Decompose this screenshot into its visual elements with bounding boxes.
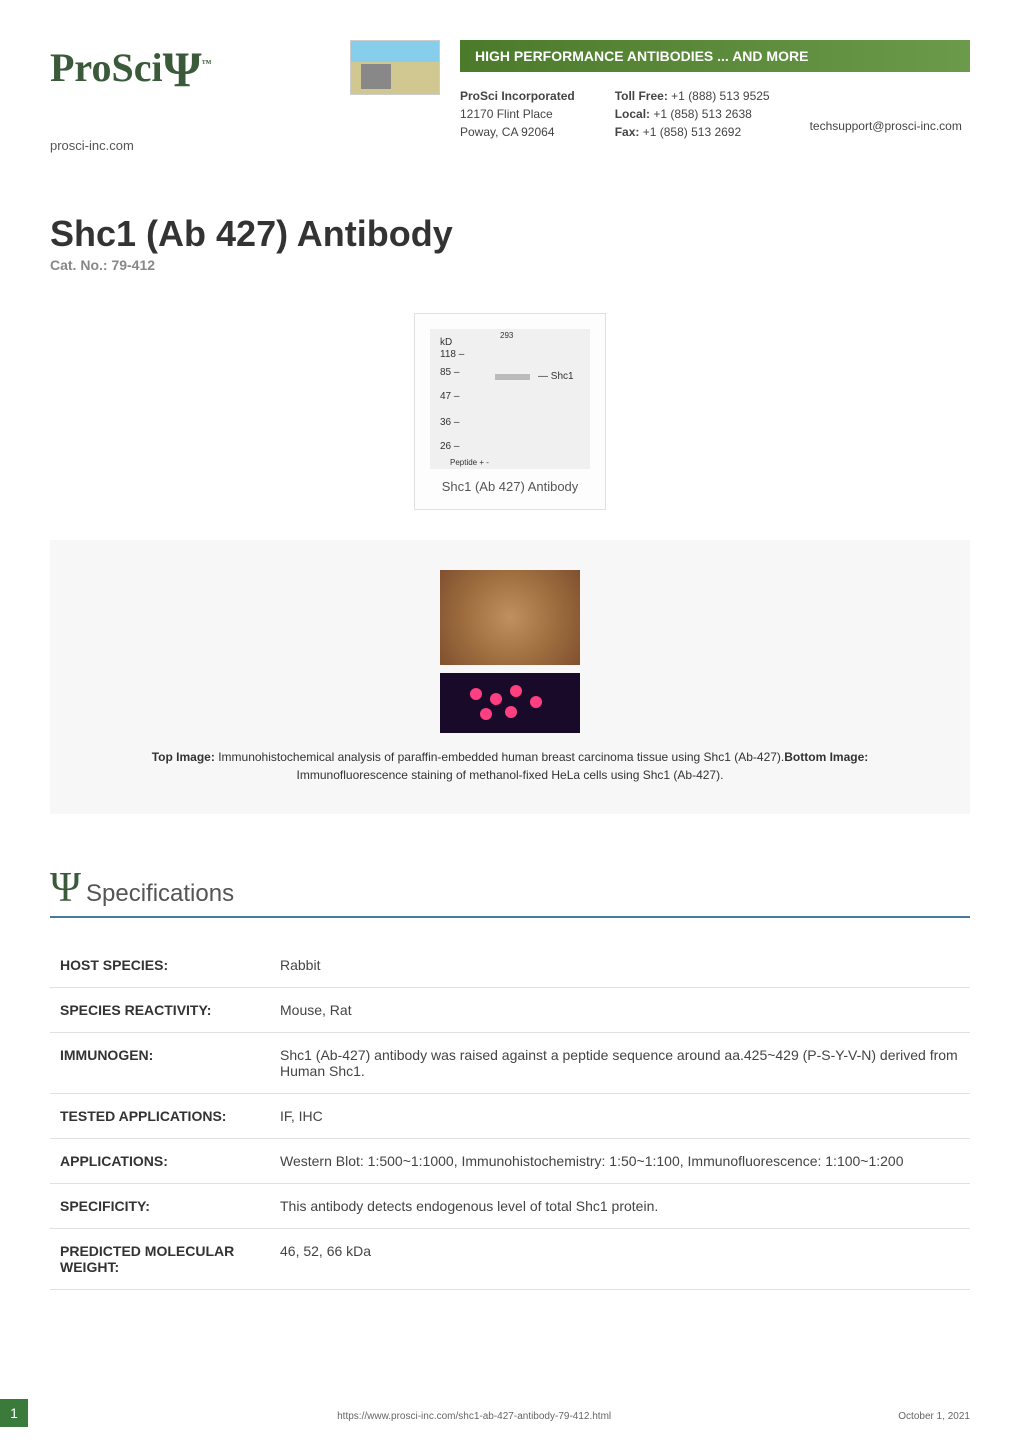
footer-date: October 1, 2021 (898, 1411, 970, 1422)
email: techsupport@prosci-inc.com (810, 117, 962, 135)
footer-url: https://www.prosci-inc.com/shc1-ab-427-a… (50, 1411, 898, 1422)
wb-caption: Shc1 (Ab 427) Antibody (430, 479, 590, 494)
secondary-caption: Top Image: Immunohistochemical analysis … (110, 748, 910, 784)
footer: 1 https://www.prosci-inc.com/shc1-ab-427… (0, 1411, 1020, 1422)
spec-row-host: HOST SPECIES: Rabbit (50, 943, 970, 988)
building-photo (350, 40, 440, 95)
section-psi-icon: Ψ (50, 874, 81, 903)
ihc-image (440, 570, 580, 665)
address-column: ProSci Incorporated 12170 Flint Place Po… (460, 87, 575, 141)
header-right: HIGH PERFORMANCE ANTIBODIES ... AND MORE… (460, 40, 970, 141)
address-city: Poway, CA 92064 (460, 123, 575, 141)
fax-number: +1 (858) 513 2692 (643, 125, 741, 139)
phone-column: Toll Free: +1 (888) 513 9525 Local: +1 (… (615, 87, 770, 141)
top-image-bold: Top Image: (152, 750, 215, 764)
fax-label: Fax: (615, 125, 640, 139)
header: ProSciΨ™ prosci-inc.com HIGH PERFORMANCE… (50, 40, 970, 153)
tagline: HIGH PERFORMANCE ANTIBODIES ... AND MORE (460, 40, 970, 72)
marker-118: 118 – (440, 349, 464, 360)
lane-label: 293 (500, 331, 513, 340)
spec-label: SPECIFICITY: (50, 1184, 270, 1229)
tollfree-label: Toll Free: (615, 89, 668, 103)
spec-value: Mouse, Rat (270, 988, 970, 1033)
company-name: ProSci Incorporated (460, 89, 575, 103)
logo-area: ProSciΨ™ prosci-inc.com (50, 40, 330, 153)
spec-label: PREDICTED MOLECULAR WEIGHT: (50, 1229, 270, 1290)
email-column: techsupport@prosci-inc.com (810, 87, 962, 141)
spec-row-mw: PREDICTED MOLECULAR WEIGHT: 46, 52, 66 k… (50, 1229, 970, 1290)
spec-row-immunogen: IMMUNOGEN: Shc1 (Ab-427) antibody was ra… (50, 1033, 970, 1094)
page-number: 1 (0, 1399, 28, 1427)
spec-label: TESTED APPLICATIONS: (50, 1094, 270, 1139)
spec-label: IMMUNOGEN: (50, 1033, 270, 1094)
spec-row-tested-apps: TESTED APPLICATIONS: IF, IHC (50, 1094, 970, 1139)
local-number: +1 (858) 513 2638 (653, 107, 751, 121)
gel-diagram: kD 293 118 – 85 – 47 – 36 – 26 – — Shc1 … (430, 329, 590, 469)
secondary-images-block: Top Image: Immunohistochemical analysis … (50, 540, 970, 814)
website-text: prosci-inc.com (50, 138, 330, 153)
specifications-table: HOST SPECIES: Rabbit SPECIES REACTIVITY:… (50, 943, 970, 1290)
if-image (440, 673, 580, 733)
logo-tm: ™ (202, 59, 212, 70)
spec-row-specificity: SPECIFICITY: This antibody detects endog… (50, 1184, 970, 1229)
marker-85: 85 – (440, 367, 459, 378)
spec-row-applications: APPLICATIONS: Western Blot: 1:500~1:1000… (50, 1139, 970, 1184)
bottom-image-bold: Bottom Image: (784, 750, 868, 764)
spec-label: SPECIES REACTIVITY: (50, 988, 270, 1033)
peptide-label: Peptide + - (450, 458, 489, 467)
marker-36: 36 – (440, 417, 459, 428)
spec-value: 46, 52, 66 kDa (270, 1229, 970, 1290)
spec-value: Western Blot: 1:500~1:1000, Immunohistoc… (270, 1139, 970, 1184)
spec-value: This antibody detects endogenous level o… (270, 1184, 970, 1229)
building-image (350, 40, 440, 95)
specifications-header: Ψ Specifications (50, 874, 970, 918)
protein-band (495, 374, 530, 380)
spec-value: IF, IHC (270, 1094, 970, 1139)
logo-text: ProSci (50, 45, 163, 90)
section-title: Specifications (86, 880, 234, 908)
marker-26: 26 – (440, 441, 459, 452)
product-title: Shc1 (Ab 427) Antibody (50, 213, 970, 255)
spec-value: Shc1 (Ab-427) antibody was raised agains… (270, 1033, 970, 1094)
top-image-text: Immunohistochemical analysis of paraffin… (215, 750, 784, 764)
catalog-number: Cat. No.: 79-412 (50, 257, 970, 273)
marker-47: 47 – (440, 391, 459, 402)
spec-label: APPLICATIONS: (50, 1139, 270, 1184)
bottom-image-text: Immunofluorescence staining of methanol-… (297, 768, 724, 782)
primary-image-block: kD 293 118 – 85 – 47 – 36 – 26 – — Shc1 … (50, 313, 970, 510)
contact-info: ProSci Incorporated 12170 Flint Place Po… (460, 87, 970, 141)
band-label: — Shc1 (538, 371, 574, 382)
spec-label: HOST SPECIES: (50, 943, 270, 988)
logo: ProSciΨ™ (50, 40, 330, 98)
tollfree-number: +1 (888) 513 9525 (671, 89, 769, 103)
spec-row-reactivity: SPECIES REACTIVITY: Mouse, Rat (50, 988, 970, 1033)
western-blot-image: kD 293 118 – 85 – 47 – 36 – 26 – — Shc1 … (414, 313, 606, 510)
local-label: Local: (615, 107, 650, 121)
spec-value: Rabbit (270, 943, 970, 988)
address-street: 12170 Flint Place (460, 105, 575, 123)
logo-psi-icon: Ψ (163, 41, 202, 97)
kd-label: kD (440, 337, 452, 348)
